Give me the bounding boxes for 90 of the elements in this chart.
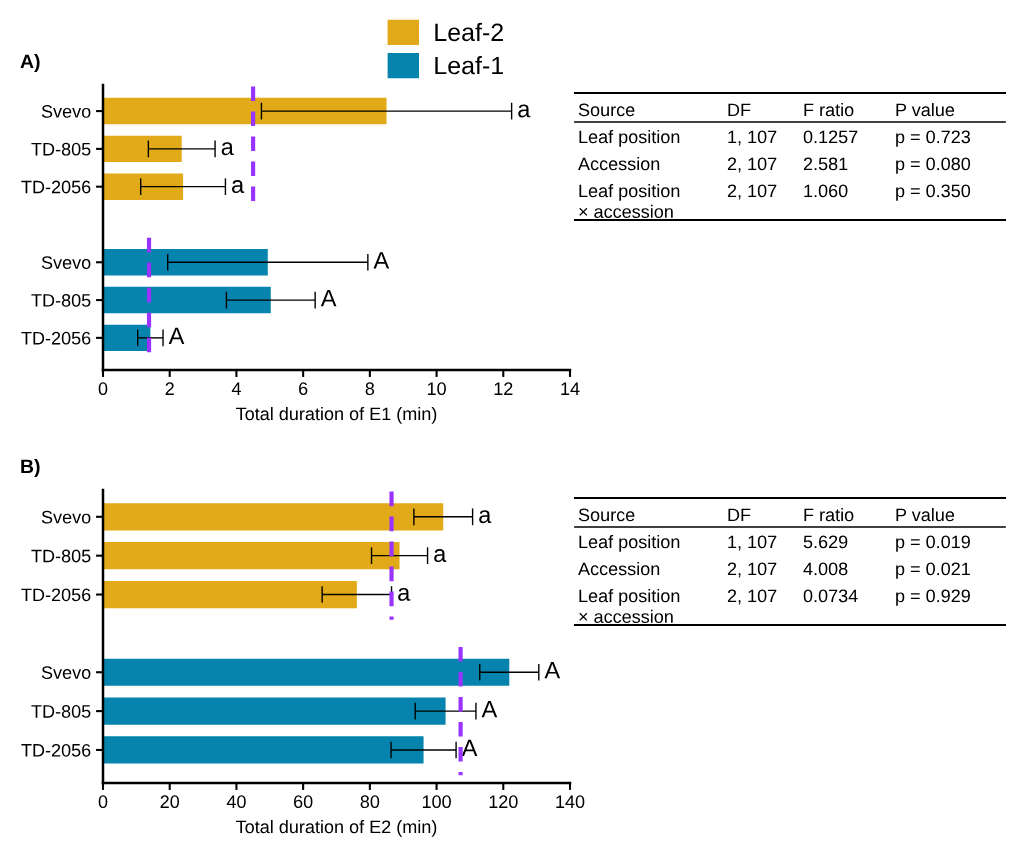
bar bbox=[103, 286, 271, 314]
x-tick-label: 80 bbox=[360, 795, 380, 809]
text: 2.581 bbox=[803, 157, 848, 171]
text: 0.1257 bbox=[803, 130, 858, 144]
y-tick-label: TD-805 bbox=[31, 142, 91, 156]
annotation: A bbox=[481, 700, 498, 718]
text: F ratio bbox=[804, 103, 854, 117]
bar bbox=[103, 542, 400, 570]
annotation: A bbox=[461, 739, 478, 757]
text: p = 0.723 bbox=[896, 130, 971, 147]
text: Source bbox=[578, 103, 635, 117]
annotation: a bbox=[221, 142, 234, 156]
annotation: A bbox=[168, 327, 185, 344]
text: Leaf position × accession bbox=[579, 184, 680, 219]
annotation: A bbox=[320, 289, 337, 307]
text: 1, 107 bbox=[728, 130, 777, 146]
bar bbox=[103, 503, 444, 531]
text: Leaf position × accession bbox=[579, 589, 680, 624]
annotation: a bbox=[518, 104, 531, 118]
annotation: A bbox=[544, 662, 561, 679]
x-tick-label: 4 bbox=[231, 382, 241, 395]
text: p = 0.021 bbox=[896, 562, 970, 579]
text: p = 0.350 bbox=[896, 184, 971, 201]
chart-title: B) bbox=[21, 458, 40, 478]
y-tick-label: Svevo bbox=[41, 256, 91, 269]
text: 1, 107 bbox=[728, 535, 777, 551]
text: 1.060 bbox=[804, 184, 848, 198]
text: 4.008 bbox=[803, 562, 848, 576]
bar bbox=[103, 135, 182, 163]
text: p = 0.019 bbox=[896, 535, 970, 552]
x-tick-label: 100 bbox=[422, 795, 451, 809]
annotation: a bbox=[479, 510, 492, 524]
text: p = 0.929 bbox=[896, 589, 970, 606]
bar bbox=[103, 580, 357, 609]
x-tick-label: 8 bbox=[365, 382, 375, 396]
text: DF bbox=[728, 103, 751, 117]
y-tick-label: Svevo bbox=[41, 666, 91, 679]
x-axis-title: Total duration of E2 (min) bbox=[236, 819, 437, 837]
x-axis-title: Total duration of E1 (min) bbox=[236, 406, 437, 424]
annotation: a bbox=[434, 549, 447, 563]
text: 2, 107 bbox=[727, 562, 777, 578]
text: 2, 107 bbox=[727, 589, 777, 605]
bar bbox=[103, 324, 151, 352]
x-tick-label: 0 bbox=[98, 382, 108, 396]
annotation: a bbox=[232, 180, 245, 194]
x-tick-label: 0 bbox=[98, 795, 108, 809]
y-tick-label: Svevo bbox=[41, 105, 91, 118]
legend-label: Leaf-2 bbox=[435, 22, 503, 42]
x-tick-label: 140 bbox=[556, 795, 585, 809]
text: P value bbox=[896, 508, 955, 522]
y-tick-label: TD-2056 bbox=[21, 180, 91, 194]
x-tick-label: 12 bbox=[494, 382, 513, 395]
text: F ratio bbox=[804, 508, 854, 522]
y-tick-label: TD-805 bbox=[31, 705, 91, 718]
bar bbox=[103, 97, 387, 125]
annotation: A bbox=[373, 252, 390, 269]
annotation: a bbox=[398, 587, 411, 601]
bar bbox=[103, 173, 184, 200]
text: Accession bbox=[578, 562, 660, 576]
text: Leaf position bbox=[579, 130, 680, 147]
text: Leaf position bbox=[579, 535, 680, 552]
x-tick-label: 2 bbox=[165, 382, 174, 395]
text: 0.0734 bbox=[803, 589, 858, 603]
bar bbox=[103, 736, 424, 764]
x-tick-label: 20 bbox=[160, 795, 180, 809]
text: Source bbox=[578, 508, 635, 522]
text: 5.629 bbox=[803, 535, 848, 549]
bar bbox=[103, 697, 446, 725]
x-tick-label: 40 bbox=[226, 795, 246, 809]
bar bbox=[103, 658, 510, 686]
x-tick-label: 14 bbox=[561, 382, 580, 395]
text: P value bbox=[896, 103, 955, 117]
bar bbox=[103, 249, 268, 276]
text: DF bbox=[728, 508, 751, 522]
x-tick-label: 120 bbox=[489, 795, 518, 809]
x-tick-label: 60 bbox=[294, 795, 313, 809]
legend-label: Leaf-1 bbox=[435, 56, 503, 75]
y-tick-label: TD-805 bbox=[31, 549, 91, 563]
text: 2, 107 bbox=[727, 184, 777, 200]
text: 2, 107 bbox=[727, 157, 777, 173]
x-tick-label: 10 bbox=[427, 382, 446, 396]
chart-title: A) bbox=[20, 53, 40, 73]
text: p = 0.080 bbox=[896, 157, 971, 174]
y-tick-label: TD-2056 bbox=[21, 331, 91, 345]
y-tick-label: TD-805 bbox=[31, 294, 91, 307]
text: Accession bbox=[578, 157, 660, 171]
y-tick-label: TD-2056 bbox=[21, 588, 91, 602]
y-tick-label: Svevo bbox=[41, 510, 91, 524]
y-tick-label: TD-2056 bbox=[21, 743, 91, 757]
x-tick-label: 6 bbox=[299, 382, 308, 396]
